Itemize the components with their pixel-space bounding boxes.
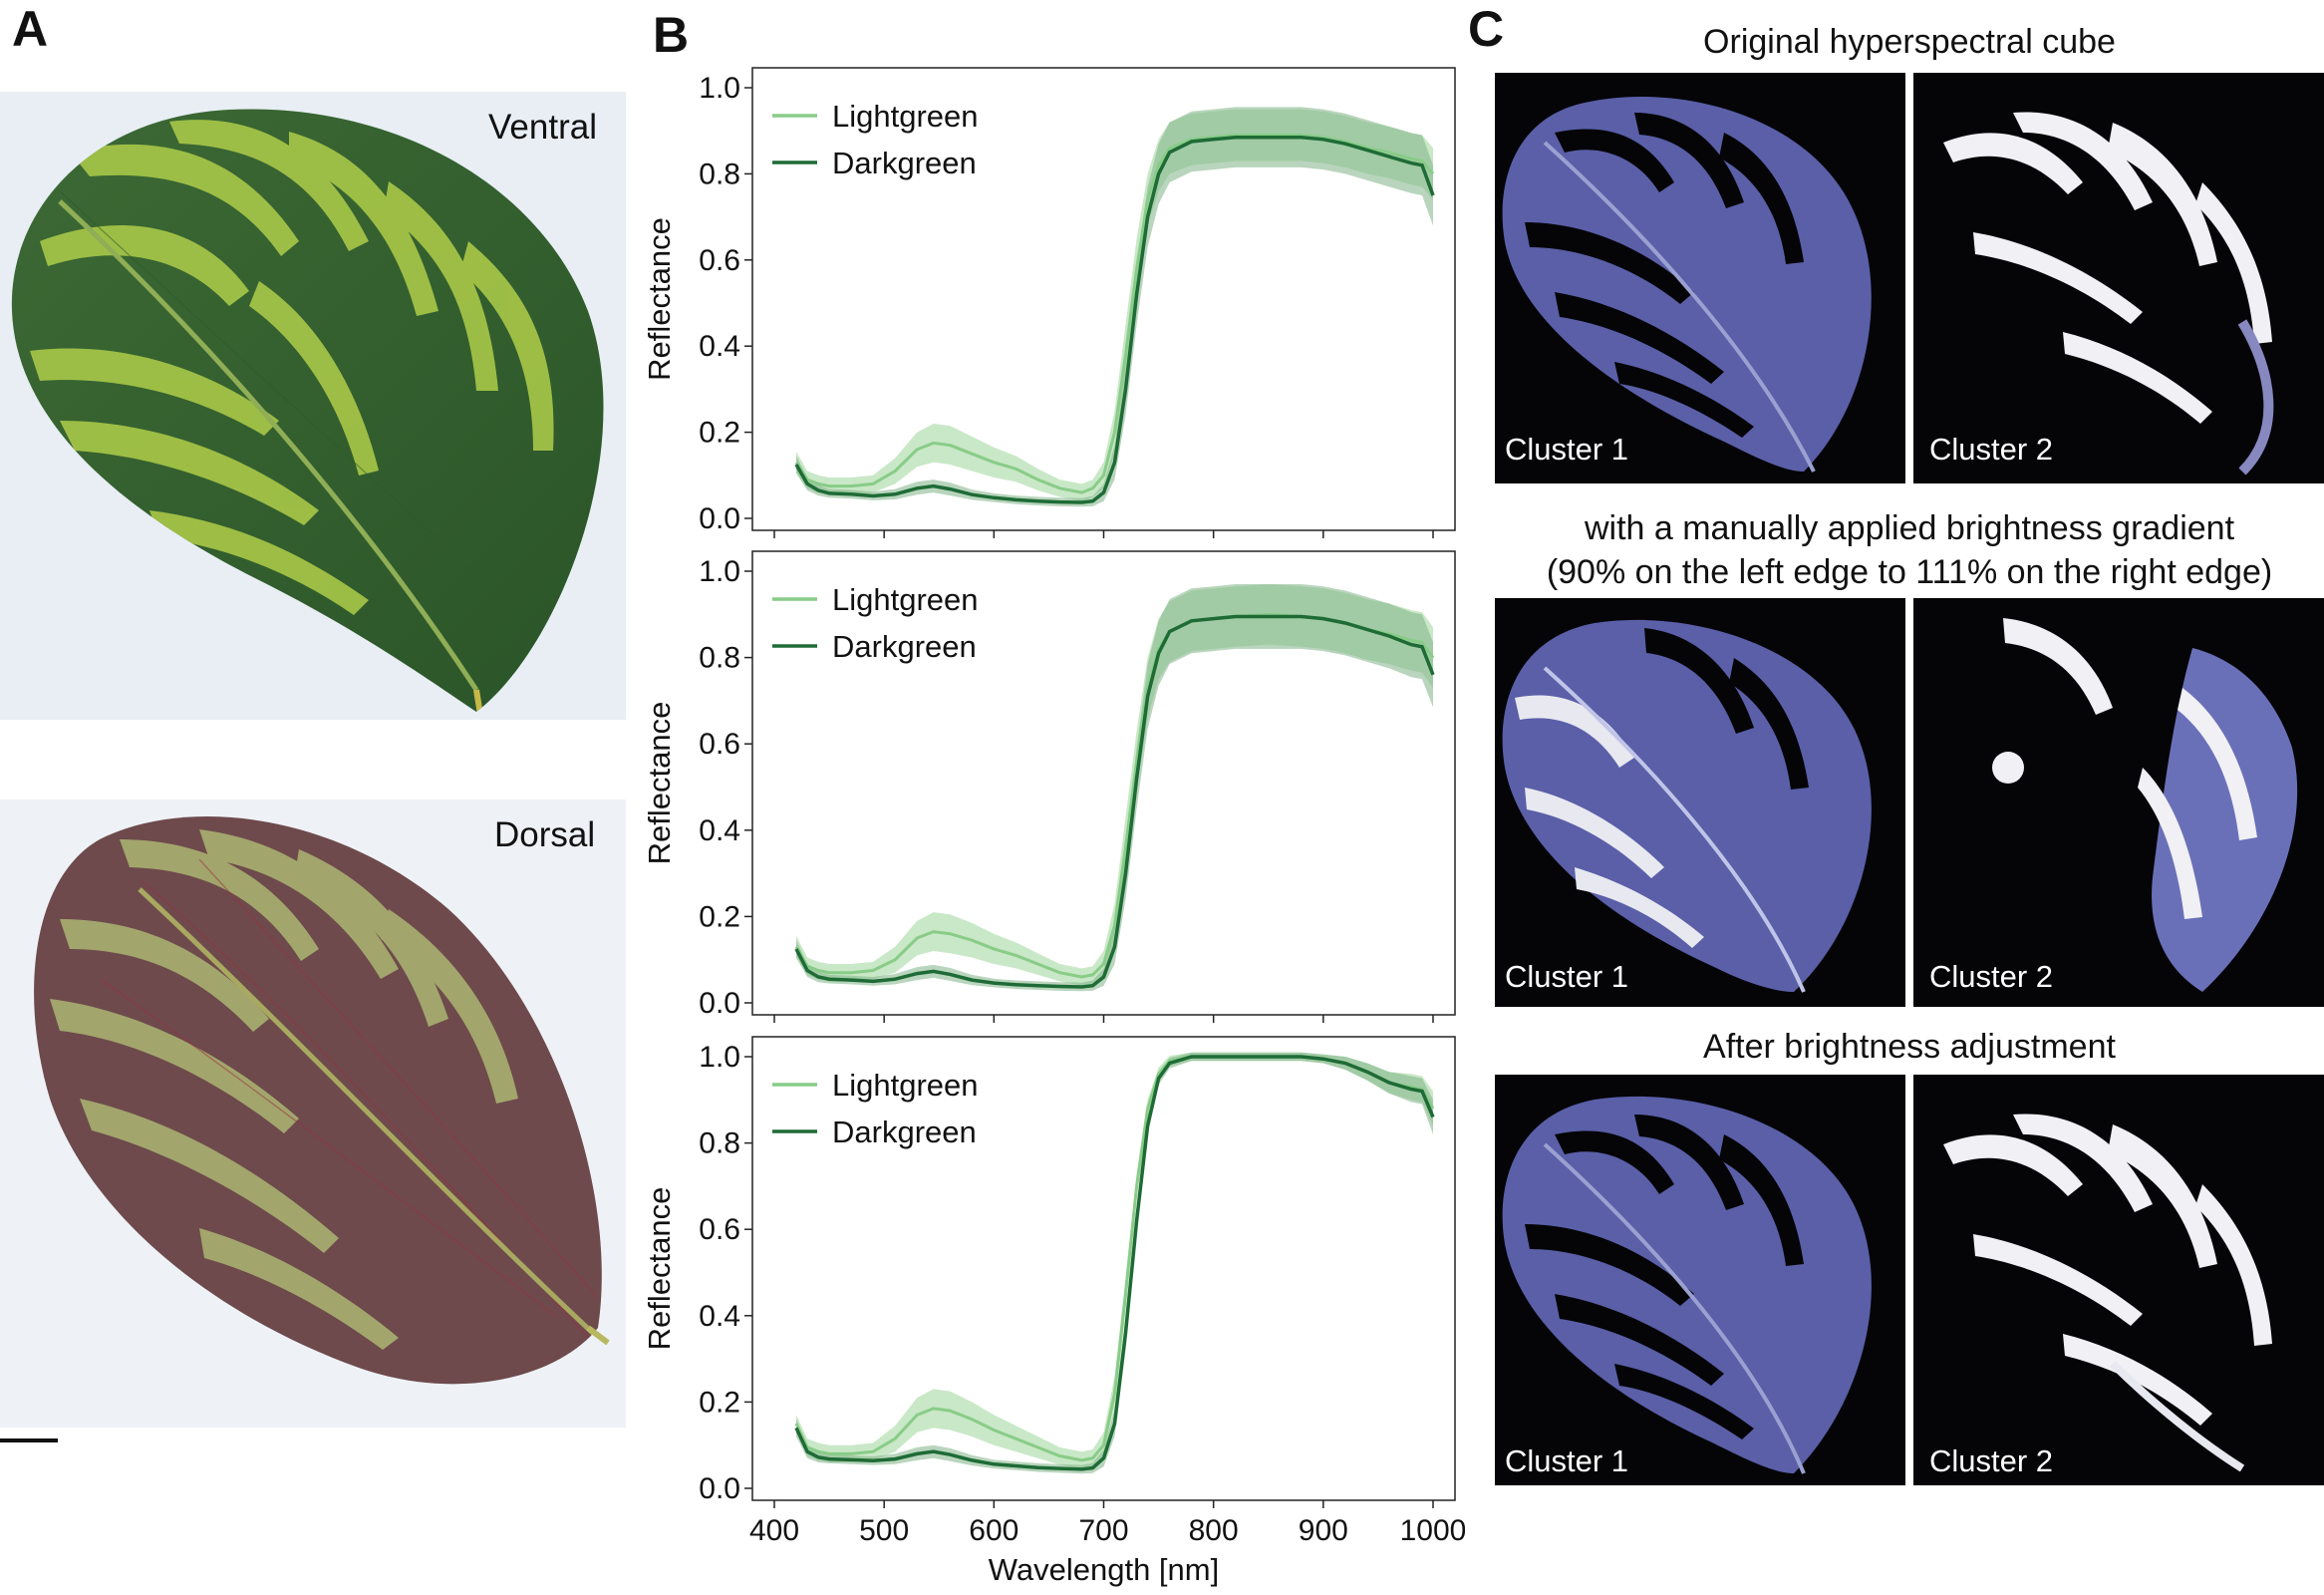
chart-1-line-darkgreen	[794, 135, 1435, 504]
leaf-ventral-photo	[0, 92, 626, 720]
chart-3-xlabel: Wavelength [nm]	[989, 1552, 1219, 1587]
chart-1-legend-label-lightgreen: Lightgreen	[832, 99, 979, 134]
row3-cluster1-svg	[1502, 1096, 1872, 1474]
chart-3-ytick-label: 1.0	[699, 1041, 740, 1074]
chart-2: 0.0 0.2 0.4 0.6 0.8 1.0 Reflectance Lightgreen D…	[642, 550, 1456, 1023]
chart-3-xtick-label: 800	[1189, 1514, 1239, 1547]
row1-title-line1: Original hyperspectral cube	[1703, 23, 2116, 61]
chart-2-ytick-label: 0.0	[699, 987, 740, 1020]
row3-cluster2-image: Cluster 2	[1913, 1075, 2324, 1485]
row3-cluster1-image: Cluster 1	[1495, 1075, 1905, 1485]
chart-3-ytick-label: 0.6	[699, 1213, 740, 1246]
chart-1-ytick-label: 0.4	[699, 330, 740, 363]
chart-3-legend-label-lightgreen: Lightgreen	[832, 1068, 979, 1103]
chart-3-xtick-label: 700	[1078, 1514, 1128, 1547]
leaf-ventral-image	[0, 92, 626, 720]
chart-1-ylabel: Reflectance	[642, 217, 677, 381]
chart-2-ylabel: Reflectance	[642, 702, 677, 865]
chart-3-xtick-label: 400	[749, 1514, 799, 1547]
chart-1-legend-label-darkgreen: Darkgreen	[832, 146, 977, 180]
leaf-dorsal-image	[0, 799, 626, 1428]
chart-1-ytick-label: 0.2	[699, 417, 740, 450]
row2-title-line1: with a manually applied brightness gradi…	[1584, 509, 2235, 547]
row2-cluster1-svg	[1502, 619, 1872, 993]
row1-cluster2-svg	[1943, 112, 2274, 476]
row2-cluster2-image: Cluster 2	[1913, 598, 2324, 1007]
chart-2-ytick-label: 0.8	[699, 642, 740, 675]
dorsal-label: Dorsal	[494, 815, 596, 854]
chart-1-line-lightgreen	[794, 134, 1435, 494]
chart-2-legend-label-darkgreen: Darkgreen	[832, 629, 977, 664]
chart-3-ylabel: Reflectance	[642, 1187, 677, 1351]
row2-cluster2-svg	[1992, 618, 2298, 992]
row3-cluster2-svg	[1943, 1114, 2272, 1472]
chart-3-ytick-label: 0.2	[699, 1386, 740, 1419]
chart-1-ytick-label: 0.8	[699, 158, 740, 190]
chart-2-legend-label-lightgreen: Lightgreen	[832, 582, 979, 617]
chart-1: 0.0 0.2 0.4 0.6 0.8 1.0 Reflectance Lightgreen D…	[642, 67, 1456, 538]
row3-cluster1-label: Cluster 1	[1505, 1443, 1629, 1478]
row1-cluster1-svg	[1502, 97, 1872, 473]
ventral-label: Ventral	[488, 108, 597, 147]
panel-a-letter: A	[12, 1, 49, 57]
row1-cluster2-label: Cluster 2	[1929, 432, 2054, 467]
row1-cluster2-image: Cluster 2	[1913, 73, 2324, 483]
chart-2-line-darkgreen	[794, 614, 1435, 989]
row3-title-line1: After brightness adjustment	[1703, 1028, 2116, 1066]
chart-3-line-darkgreen	[794, 1055, 1435, 1471]
row2-title: with a manually applied brightness gradi…	[1495, 506, 2324, 594]
row2-cluster1-image: Cluster 1	[1495, 598, 1905, 1007]
scale-bar	[0, 1438, 58, 1442]
chart-1-ytick-label: 0.0	[699, 502, 740, 535]
chart-3-legend-label-darkgreen: Darkgreen	[832, 1115, 977, 1149]
panel-b-letter: B	[653, 7, 690, 63]
panel-c-letter: C	[1468, 1, 1505, 57]
chart-2-band-darkgreen	[796, 584, 1433, 992]
chart-3-ytick-label: 0.8	[699, 1127, 740, 1160]
row2-title-line2: (90% on the left edge to 111% on the rig…	[1546, 553, 2273, 592]
chart-3-xtick-label: 500	[859, 1514, 909, 1547]
row2-cluster2-label: Cluster 2	[1929, 959, 2054, 994]
reflectance-charts: 0.0 0.2 0.4 0.6 0.8 1.0 Reflectance Lightgreen D…	[642, 67, 1465, 1587]
row3-cluster2-label: Cluster 2	[1929, 1443, 2054, 1478]
chart-3-xtick-label: 600	[969, 1514, 1018, 1547]
chart-1-ytick-label: 0.6	[699, 244, 740, 277]
row3-title: After brightness adjustment	[1495, 1025, 2324, 1069]
chart-3-frame	[751, 1036, 1456, 1501]
row2-cluster1-label: Cluster 1	[1505, 959, 1629, 994]
chart-3-xtick-label: 1000	[1400, 1514, 1465, 1547]
chart-1-ytick-label: 1.0	[699, 72, 740, 105]
chart-2-ytick-label: 0.4	[699, 814, 740, 847]
chart-2-line-lightgreen	[794, 612, 1435, 979]
chart-2-ytick-label: 0.2	[699, 900, 740, 933]
row1-title: Original hyperspectral cube	[1495, 20, 2324, 64]
chart-2-ytick-label: 1.0	[699, 555, 740, 588]
chart-3: 0.0 0.2 0.4 0.6 0.8 1.0 400 500 600 700 800 900 1000…	[642, 1036, 1465, 1587]
leaf-dorsal-photo	[0, 799, 626, 1428]
chart-3-xtick-label: 900	[1299, 1514, 1348, 1547]
row1-cluster1-label: Cluster 1	[1505, 432, 1629, 467]
chart-3-ytick-label: 0.4	[699, 1300, 740, 1333]
chart-3-ytick-label: 0.0	[699, 1472, 740, 1505]
row1-cluster1-image: Cluster 1	[1495, 73, 1905, 483]
chart-2-ytick-label: 0.6	[699, 728, 740, 761]
